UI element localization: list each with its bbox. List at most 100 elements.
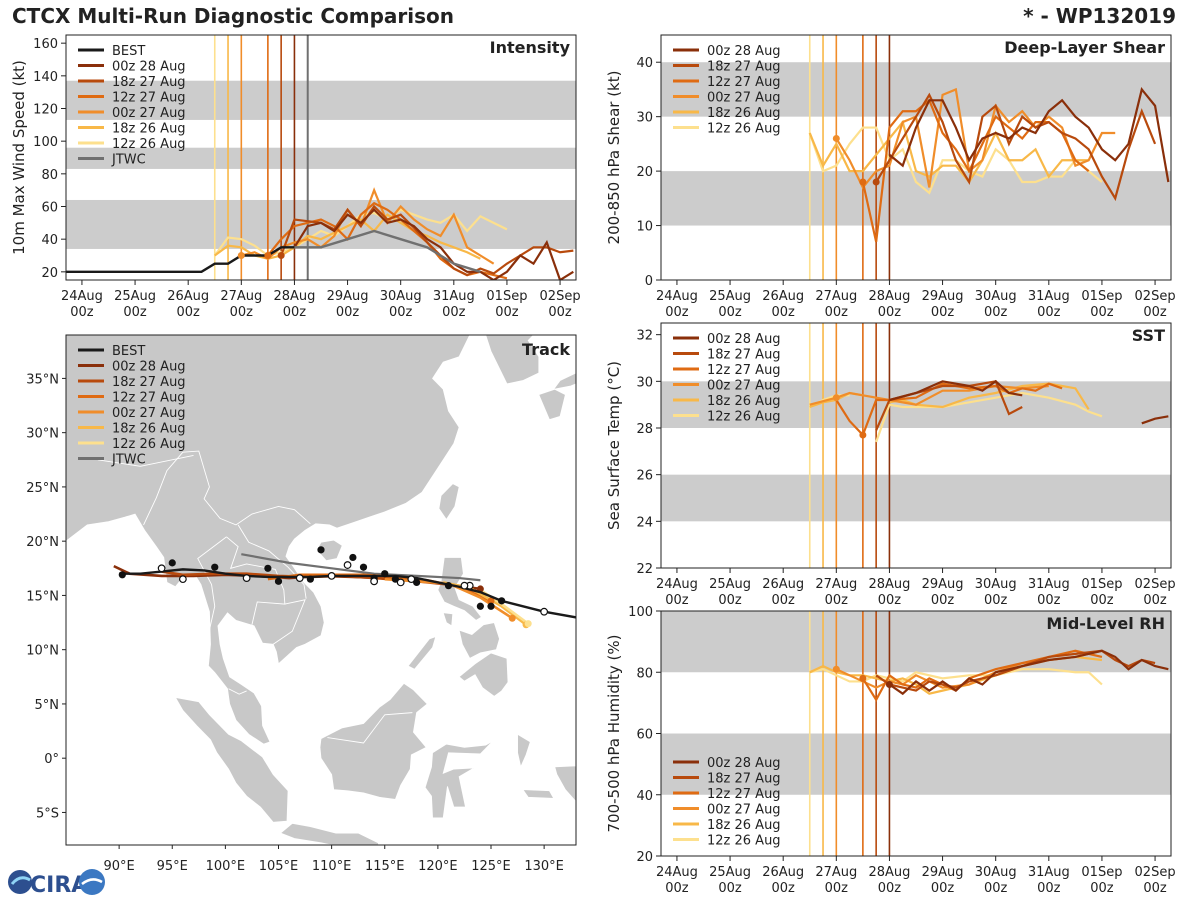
legend-entry: 18z 26 Aug [112,422,186,437]
best-track-point-open [327,571,336,580]
lon-tick-label: 110°E [312,859,352,874]
panel-title: SST [1132,326,1165,345]
best-track-point-open [242,574,251,582]
x-tick-label: 24Aug [656,289,698,304]
best-track-point [381,570,389,578]
legend-entry: 18z 27 Aug [112,375,186,390]
lat-tick-label: 20°N [26,535,59,550]
legend-entry: 00z 28 Aug [707,332,781,347]
best-track-point-open [178,575,187,584]
x-tick-label: 00z [283,305,307,320]
y-tick-label: 40 [41,233,58,248]
x-tick-label: 27Aug [815,577,857,592]
panel-title: Mid-Level RH [1046,614,1165,633]
land-korea [485,335,540,385]
legend-entry: BEST [112,44,145,59]
x-tick-label: 29Aug [327,289,369,304]
legend-entry: 12z 26 Aug [112,437,186,452]
land-sulawesi [424,740,494,819]
best-track-point-open [370,577,379,586]
panel-frame [65,34,577,281]
legend-entry: 00z 28 Aug [112,60,186,75]
panel-frame [65,334,577,846]
country-border [197,536,227,645]
shading-band [661,62,1171,117]
init-marker [277,252,285,259]
land-mindoro [442,612,454,627]
shading-band [66,80,576,120]
legend-entry: 00z 27 Aug [112,406,186,421]
land-hainan [316,539,343,562]
x-tick-label: 26Aug [762,289,804,304]
plot-area [661,323,1171,568]
x-tick-label: 00z [123,305,147,320]
legend-entry: 18z 26 Aug [707,394,781,409]
x-tick-label: 00z [984,305,1008,320]
x-tick-label: 00z [772,881,796,896]
panel-rh: 2040608010024Aug00z25Aug00z26Aug00z27Aug… [605,605,1176,896]
y-axis-label: 700-500 hPa Humidity (%) [605,634,623,832]
panel-shear: 01020304024Aug00z25Aug00z26Aug00z27Aug00… [605,34,1176,320]
land-newguinea [554,765,576,803]
x-tick-label: 00z [718,305,742,320]
y-tick-label: 60 [636,728,653,743]
x-tick-label: 31Aug [433,289,475,304]
x-tick-label: 00z [1143,881,1167,896]
series-line-00z-28-Aug [293,208,574,280]
x-tick-label: 00z [931,881,955,896]
y-tick-label: 160 [33,37,58,52]
jtwc-track [241,553,481,582]
series-line-18z-26-Aug [889,382,1090,410]
lon-tick-label: 120°E [418,859,458,874]
best-track-point [317,546,325,554]
shading-band [661,474,1171,522]
y-tick-label: 140 [33,70,58,85]
plot-area [661,35,1171,280]
init-marker [872,178,880,186]
lat-tick-label: 5°S [36,806,59,821]
best-track-point [306,575,314,583]
best-track-point [168,559,176,567]
best-track-point-open [460,581,469,590]
shading-band [66,147,576,169]
forecast-start-marker [508,614,516,622]
legend-entry: 12z 27 Aug [112,391,186,406]
x-tick-label: 00z [772,593,796,608]
legend-entry: 12z 27 Aug [707,363,781,378]
x-tick-label: 00z [878,881,902,896]
x-tick-label: 00z [825,305,849,320]
x-tick-label: 00z [495,305,519,320]
y-tick-label: 100 [33,135,58,150]
x-tick-label: 30Aug [975,865,1017,880]
x-tick-label: 00z [984,593,1008,608]
x-tick-label: 00z [665,593,689,608]
lon-tick-label: 105°E [259,859,299,874]
country-border [226,536,286,625]
best-track-point-open [540,607,549,616]
plot-area [66,35,576,280]
legend-entry: 12z 26 Aug [112,137,186,152]
land-mindanao [458,652,509,697]
legend-entry: 00z 27 Aug [112,106,186,121]
series-line-00z-28-Aug [1141,415,1169,425]
x-tick-label: 00z [665,305,689,320]
x-tick-label: 26Aug [762,577,804,592]
init-marker [264,252,272,259]
best-track-point-open [396,578,405,587]
y-tick-label: 20 [636,165,653,180]
y-axis-label: 10m Max Wind Speed (kt) [10,60,28,255]
country-border [327,712,413,744]
x-tick-label: 29Aug [922,865,964,880]
y-axis-label: Sea Surface Temp (°C) [605,361,623,530]
country-border [143,450,311,526]
x-tick-label: 01Sep [1081,865,1122,880]
land-palawan [407,636,437,670]
shading-band [66,199,576,249]
legend-entry: 12z 26 Aug [707,410,781,425]
land-borneo [319,682,428,800]
init-marker [832,134,840,142]
shading-band [661,611,1171,673]
